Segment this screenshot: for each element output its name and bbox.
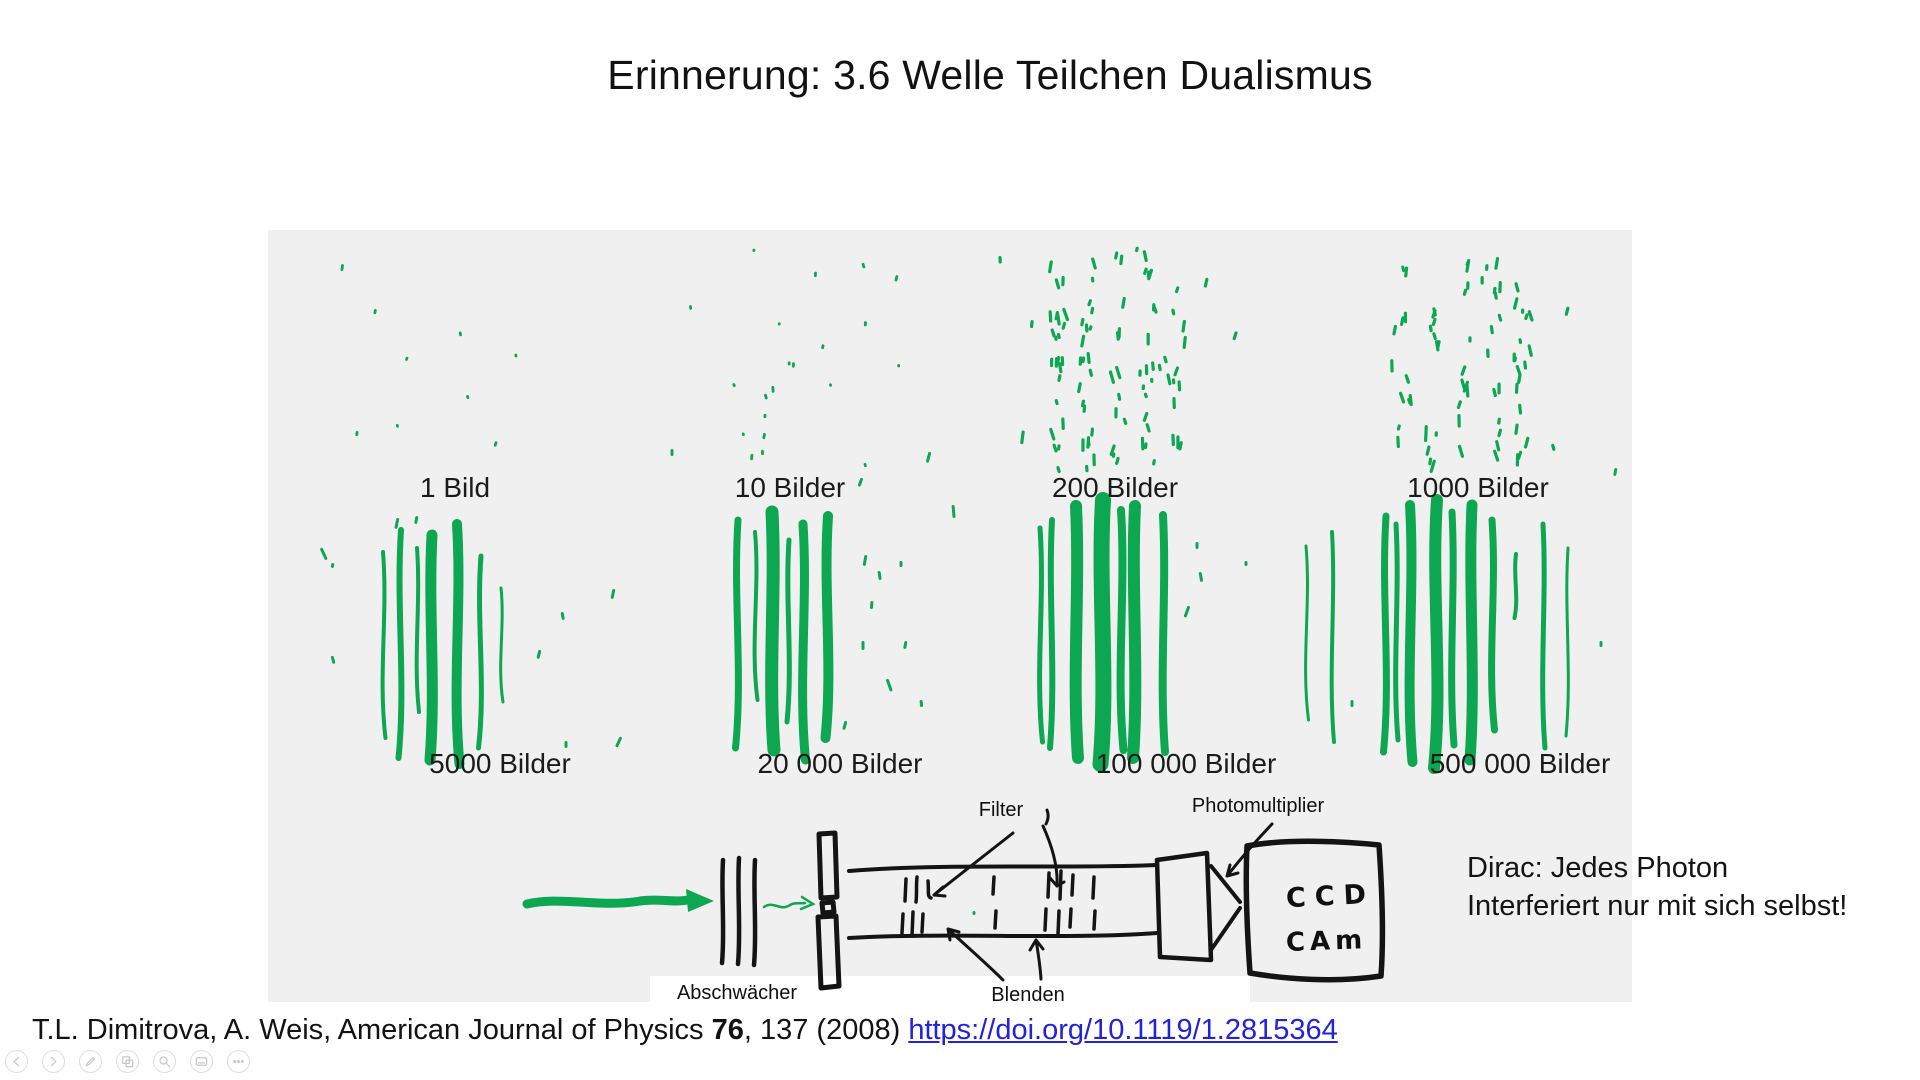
citation-authors: T.L. Dimitrova, A. Weis, American Journa… (32, 1014, 712, 1046)
captions-icon (195, 1057, 208, 1066)
pen-icon (85, 1057, 95, 1067)
pen-button[interactable] (79, 1050, 102, 1073)
photomultiplier-label: Photomultiplier (1191, 795, 1325, 817)
citation-volume: 76 (711, 1014, 744, 1046)
panel-label-10-bilder: 10 Bilder (734, 472, 846, 503)
panel-label-1-bild: 1 Bild (419, 472, 491, 503)
zoom-button[interactable] (153, 1050, 176, 1073)
slides-icon (122, 1056, 134, 1068)
magnifier-icon (159, 1056, 171, 1068)
ellipsis-icon (233, 1060, 244, 1063)
more-options-button[interactable] (227, 1050, 250, 1073)
panel-label-1000-bilder: 1000 Bilder (1407, 472, 1549, 503)
all-slides-button[interactable] (116, 1050, 139, 1073)
panel-label-20000-bilder: 20 000 Bilder (757, 748, 923, 779)
dirac-quote: Dirac: Jedes Photon Interferiert nur mit… (1467, 849, 1847, 925)
citation: T.L. Dimitrova, A. Weis, American Journa… (32, 1014, 1338, 1047)
dirac-quote-line2: Interferiert nur mit sich selbst! (1467, 890, 1848, 922)
panel-label-5000-bilder: 5000 Bilder (429, 748, 571, 779)
chevron-right-icon (51, 1056, 57, 1067)
captions-button[interactable] (190, 1050, 213, 1073)
filter-label: Filter (978, 799, 1024, 821)
panel-label-500000-bilder: 500 000 Bilder (1429, 748, 1611, 779)
next-slide-button[interactable] (42, 1050, 65, 1073)
previous-slide-button[interactable] (5, 1050, 28, 1073)
chevron-left-icon (13, 1056, 19, 1067)
abschwaecher-label: Abschwächer (676, 982, 798, 1004)
panel-label-100000-bilder: 100 000 Bilder (1095, 748, 1277, 779)
doi-link[interactable]: https://doi.org/10.1119/1.2815364 (908, 1014, 1338, 1046)
figure-panel (268, 230, 1632, 1002)
blenden-label: Blenden (991, 984, 1065, 1006)
citation-pages-year: , 137 (2008) (743, 1014, 909, 1046)
panel-label-200-bilder: 200 Bilder (1051, 472, 1179, 503)
dirac-quote-line1: Dirac: Jedes Photon (1467, 852, 1729, 884)
slide-title: Erinnerung: 3.6 Welle Teilchen Dualismus (607, 52, 1373, 98)
slideshow-toolbar (5, 1050, 250, 1073)
